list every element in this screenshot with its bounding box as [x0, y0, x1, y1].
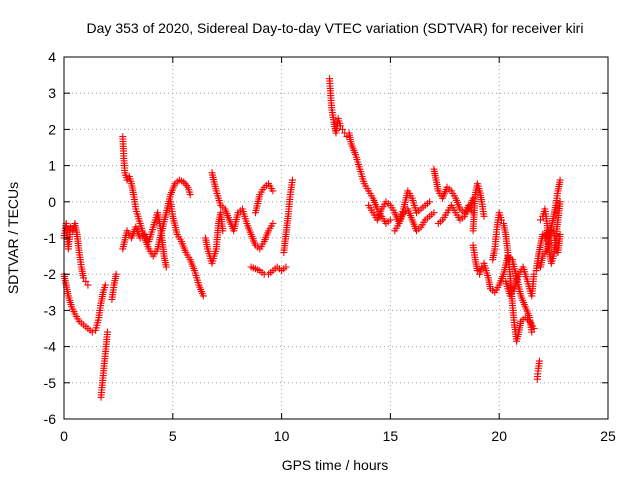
data-point [556, 230, 564, 238]
data-point [269, 187, 277, 195]
axis-ticks [63, 56, 609, 420]
y-tick-label: 0 [48, 194, 56, 210]
y-axis-label: SDTVAR / TECUs [5, 182, 21, 294]
data-point [104, 328, 111, 336]
data-point [186, 191, 194, 199]
data-point [528, 328, 536, 336]
y-tick-label: -6 [44, 411, 57, 427]
data-point [67, 223, 74, 231]
axis-tick-labels: 0 5 10 15 20 25 -6 -5 -4 -3 -2 -1 0 1 2 3 4 [44, 49, 616, 444]
data-point [430, 209, 438, 217]
x-tick-label: 10 [274, 428, 290, 444]
data-point [101, 281, 109, 289]
y-tick-label: -1 [44, 230, 57, 246]
y-tick-label: 1 [48, 158, 56, 174]
data-point [530, 325, 538, 332]
data-point [269, 220, 277, 227]
data-point [386, 216, 394, 224]
data-point [82, 277, 90, 285]
data-point [339, 125, 346, 133]
data-point [84, 281, 92, 289]
y-tick-label: -4 [44, 339, 57, 355]
data-point [199, 292, 207, 300]
data-point [537, 216, 544, 224]
data-point [289, 176, 296, 184]
data-points [60, 75, 564, 401]
data-point [112, 270, 120, 278]
data-point [473, 267, 481, 275]
x-tick-label: 0 [60, 428, 68, 444]
y-tick-label: 2 [48, 121, 56, 137]
data-point [536, 357, 543, 365]
x-tick-label: 5 [169, 428, 177, 444]
y-tick-label: -2 [44, 266, 57, 282]
y-tick-label: 4 [48, 49, 56, 65]
data-point [219, 227, 227, 235]
data-point [336, 122, 344, 130]
data-point [556, 198, 564, 206]
data-point [282, 263, 290, 271]
data-point [480, 212, 488, 220]
data-point [123, 176, 131, 184]
data-point [556, 176, 564, 184]
x-tick-label: 20 [491, 428, 507, 444]
data-point [426, 198, 434, 206]
y-tick-label: 3 [48, 85, 56, 101]
data-point [497, 216, 505, 224]
data-point [530, 270, 538, 278]
x-tick-label: 25 [600, 428, 616, 444]
y-tick-label: -5 [44, 375, 57, 391]
data-point [80, 274, 88, 282]
data-point [162, 263, 170, 271]
x-axis-label: GPS time / hours [282, 457, 389, 473]
y-tick-label: -3 [44, 302, 57, 318]
chart-title: Day 353 of 2020, Sidereal Day-to-day VTE… [87, 20, 584, 36]
data-point [478, 263, 486, 271]
x-tick-label: 15 [383, 428, 399, 444]
